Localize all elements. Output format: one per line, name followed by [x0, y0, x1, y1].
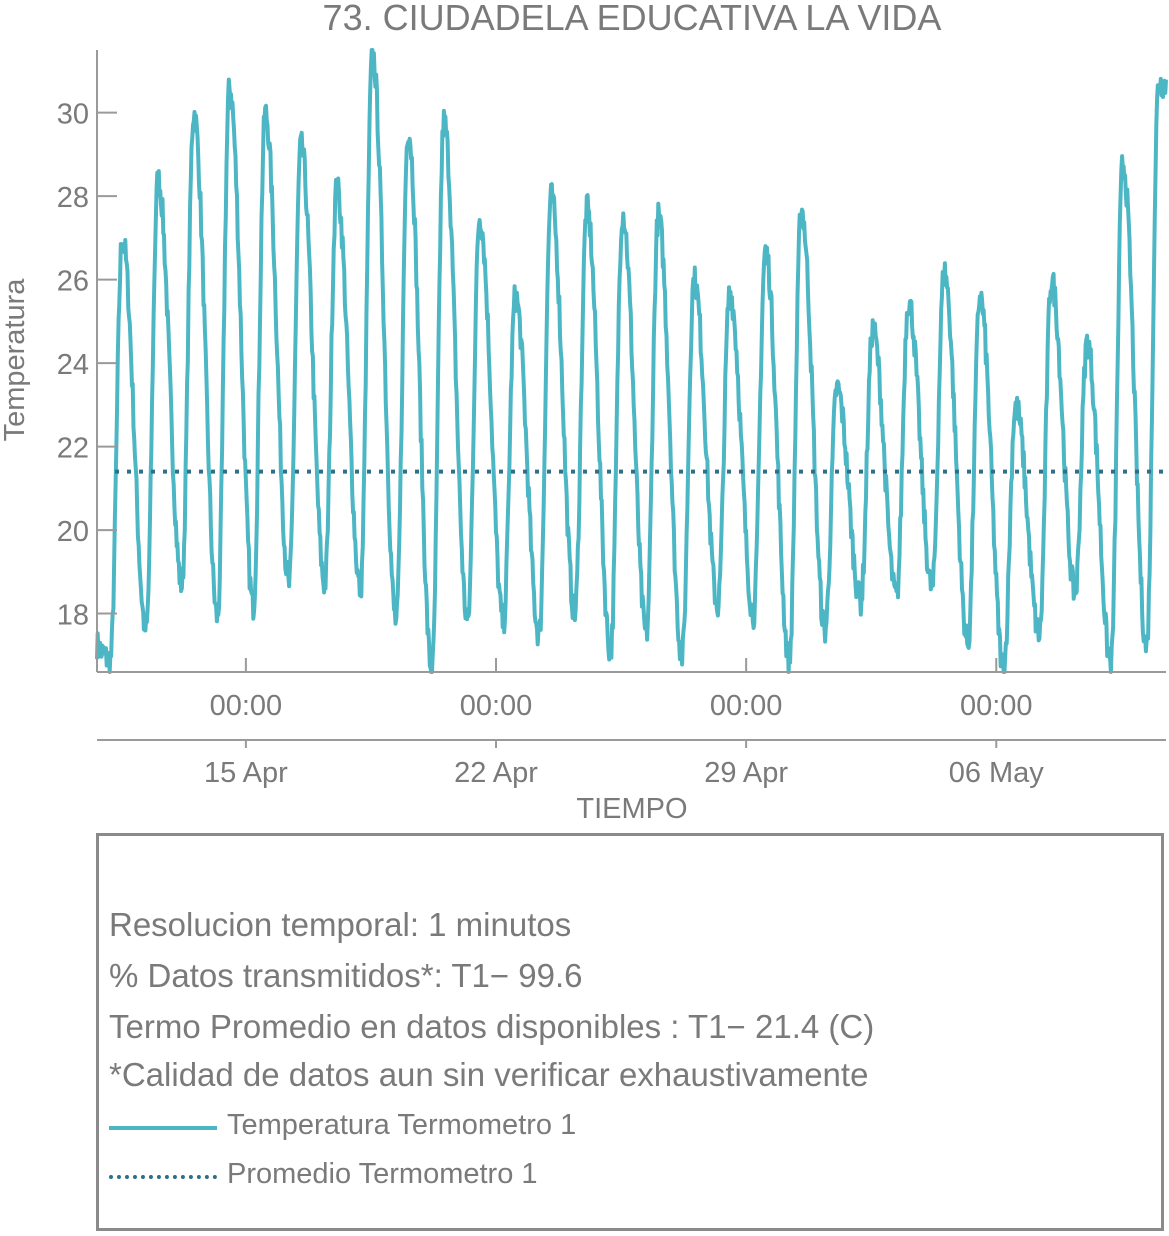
x-tick-label-date: 06 May — [949, 757, 1045, 789]
legend-item-temperature: Temperatura Termometro 1 — [109, 1109, 809, 1145]
y-axis-label: Temperatura — [0, 278, 31, 442]
info-average: Termo Promedio en datos disponibles : T1… — [109, 1008, 875, 1045]
y-tick-label: 24 — [57, 349, 89, 381]
legend-label-average: Promedio Termometro 1 — [227, 1158, 538, 1190]
y-tick-label: 18 — [57, 600, 89, 632]
temperature-chart: 73. CIUDADELA EDUCATIVA LA VIDA 18 20 22 24… — [0, 0, 1168, 825]
y-tick-label: 30 — [57, 99, 89, 131]
info-transmitted: % Datos transmitidos*: T1− 99.6 — [109, 957, 583, 994]
series-line-temperatura-termometro-1 — [95, 48, 1168, 674]
x-tick-label-date: 22 Apr — [454, 757, 538, 789]
y-axis: 18 20 22 24 26 28 30 — [57, 50, 117, 672]
y-tick-label: 26 — [57, 266, 89, 298]
chart-title: 73. CIUDADELA EDUCATIVA LA VIDA — [323, 0, 942, 38]
plot-area — [95, 48, 1168, 674]
x-tick-label-date: 15 Apr — [204, 757, 288, 789]
legend-dotted-line-swatch — [109, 1175, 217, 1179]
x-tick-label-date: 29 Apr — [704, 757, 788, 789]
info-quality-note: *Calidad de datos aun sin verificar exha… — [109, 1056, 869, 1093]
x-axis: 00:00 15 Apr 00:00 22 Apr 00:00 29 Apr 00:00 06… — [97, 658, 1166, 789]
y-tick-label: 28 — [57, 182, 89, 214]
legend-label-temperature: Temperatura Termometro 1 — [227, 1109, 577, 1141]
y-tick-label: 20 — [57, 516, 89, 548]
y-tick-label: 22 — [57, 433, 89, 465]
legend-solid-line-swatch — [109, 1126, 217, 1130]
x-axis-label: TIEMPO — [576, 793, 687, 825]
info-resolution: Resolucion temporal: 1 minutos — [109, 906, 572, 943]
x-tick-label-time: 00:00 — [710, 690, 783, 722]
legend-item-average: Promedio Termometro 1 — [109, 1158, 809, 1194]
x-tick-label-time: 00:00 — [460, 690, 533, 722]
x-tick-label-time: 00:00 — [210, 690, 283, 722]
info-box: Resolucion temporal: 1 minutos % Datos t… — [96, 833, 1164, 1231]
x-tick-label-time: 00:00 — [960, 690, 1033, 722]
